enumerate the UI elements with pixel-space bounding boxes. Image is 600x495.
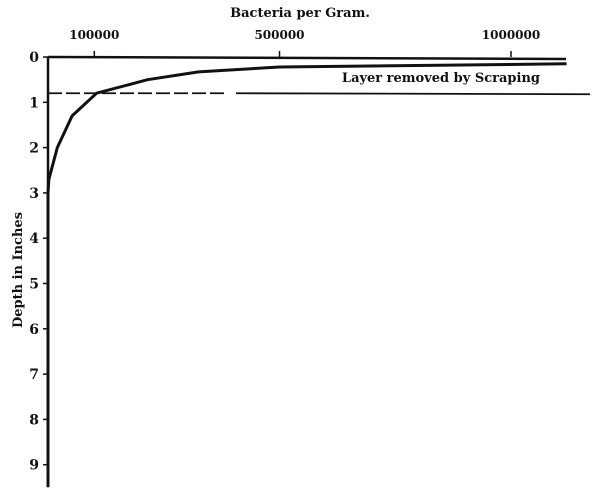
bacteria-curve	[46, 62, 567, 488]
y-tick-label: 4	[29, 231, 39, 247]
y-tick-label: 2	[29, 141, 39, 157]
y-tick-label: 1	[29, 95, 39, 111]
scraping-line	[235, 92, 591, 96]
y-tick-label: 7	[29, 367, 39, 383]
x-tick-label: 500000	[254, 28, 304, 42]
y-tick-label: 3	[29, 186, 39, 202]
scraping-annotation: Layer removed by Scraping	[342, 71, 540, 86]
x-tick-label: 100000	[69, 28, 119, 42]
chart-title: Bacteria per Gram.	[230, 6, 370, 21]
y-tick-label: 6	[29, 322, 39, 338]
y-tick-label: 9	[29, 458, 39, 474]
y-tick-label: 8	[29, 412, 39, 428]
x-tick-label: 1000000	[482, 28, 540, 42]
y-tick-label: 0	[29, 50, 39, 66]
y-axis-label: Depth in Inches	[11, 212, 26, 328]
x-axis-line	[47, 55, 567, 61]
y-tick-label: 5	[29, 277, 39, 293]
